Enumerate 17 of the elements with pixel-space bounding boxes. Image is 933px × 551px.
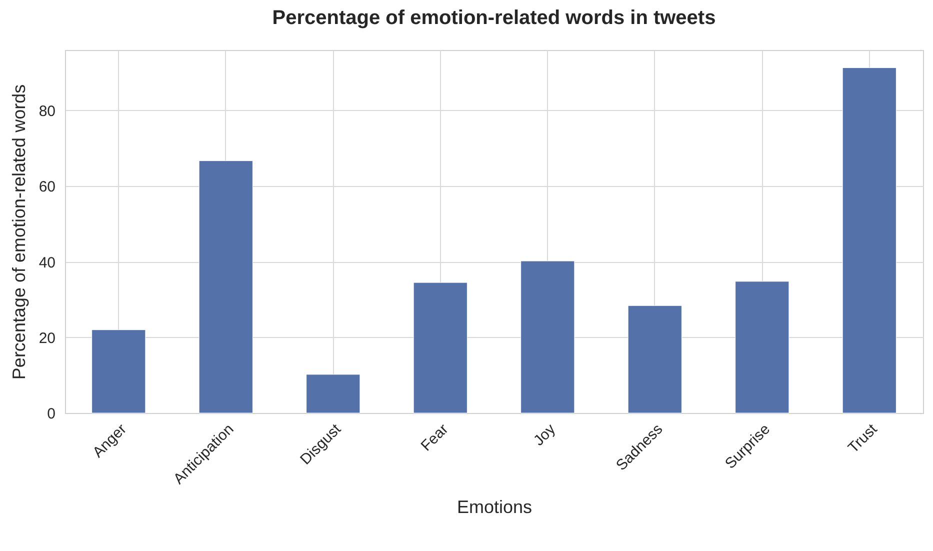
bar: [628, 305, 682, 414]
bar: [735, 281, 790, 414]
y-axis-title: Percentage of emotion-related words: [8, 84, 29, 380]
bar: [198, 160, 253, 414]
y-tick-label: 80: [38, 103, 56, 120]
y-tick-label: 0: [47, 406, 56, 422]
x-axis-title: Emotions: [456, 496, 532, 517]
y-tick-label: 20: [38, 330, 56, 347]
bar: [92, 330, 146, 414]
bar: [306, 374, 360, 414]
y-tick-label: 60: [38, 178, 56, 196]
x-tick-label: Joy: [530, 420, 560, 450]
chart-title: Percentage of emotion-related words in tweets: [272, 7, 716, 29]
bar: [413, 282, 468, 414]
y-tick-label: 40: [38, 254, 56, 272]
bar: [520, 260, 575, 414]
bar: [842, 68, 896, 414]
